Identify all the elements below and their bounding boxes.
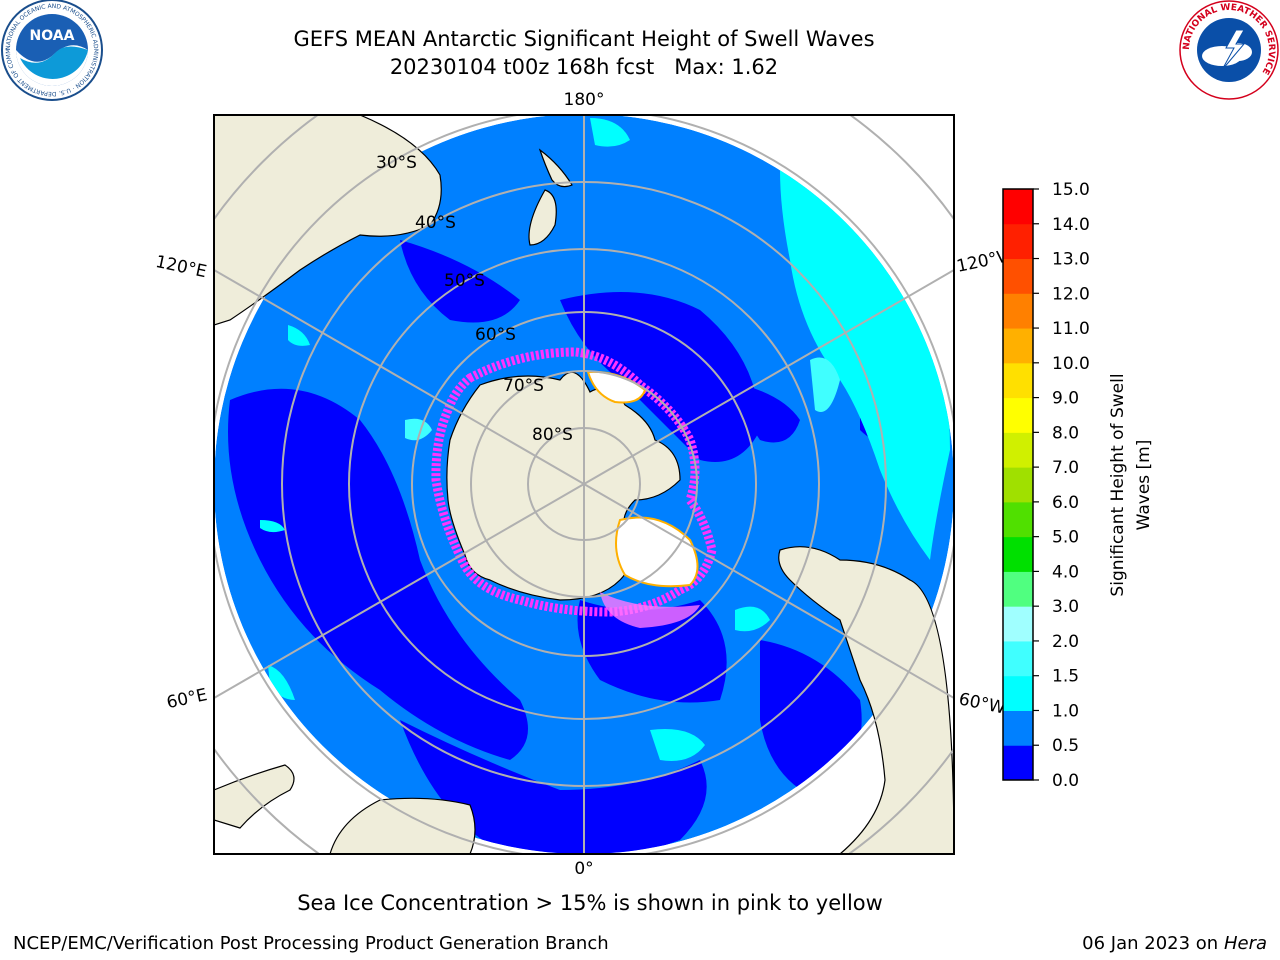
lat-label-30: 30°S (376, 153, 417, 173)
colorbar-tick-label: 15.0 (1052, 180, 1090, 200)
colorbar-label-line1: Significant Height of Swell (1108, 373, 1128, 596)
colorbar-segment (1003, 258, 1033, 294)
lon-label-left-lower: 60°E (165, 685, 209, 713)
sea-ice-note-text: Sea Ice Concentration > 15% is shown in … (297, 891, 883, 915)
map-area (214, 115, 954, 854)
colorbar-segment (1003, 293, 1033, 329)
lat-label-60: 60°S (475, 325, 516, 345)
chart-title: GEFS MEAN Antarctic Significant Height o… (293, 27, 875, 51)
sea-ice-note: Sea Ice Concentration > 15% is shown in … (0, 891, 1280, 915)
credit-text: NCEP/EMC/Verification Post Processing Pr… (13, 933, 609, 954)
colorbar-tick-label: 3.0 (1052, 597, 1079, 617)
colorbar-tick-label: 12.0 (1052, 284, 1090, 304)
nws-logo: NATIONAL WEATHER SERVICE (1179, 0, 1279, 100)
lat-label-80: 80°S (532, 425, 573, 445)
colorbar-tick-label: 0.0 (1052, 771, 1079, 791)
chart-subtitle: 20230104 t00z 168h fcst Max: 1.62 (389, 55, 779, 79)
colorbar-tick-label: 4.0 (1052, 562, 1079, 582)
lon-label-right-lower: 60°W (957, 689, 1007, 718)
colorbar-tick-label: 7.0 (1052, 458, 1079, 478)
colorbar-label-line2: Waves [m] (1134, 440, 1154, 531)
colorbar-tick-label: 0.5 (1052, 736, 1079, 756)
noaa-logo: NATIONAL OCEANIC AND ATMOSPHERIC ADMINIS… (0, 0, 103, 101)
lon-label-top: 180° (564, 90, 605, 110)
colorbar-tick-label: 11.0 (1052, 319, 1090, 339)
colorbar-tick-label: 9.0 (1052, 389, 1079, 409)
lat-label-40: 40°S (415, 213, 456, 233)
lat-label-70: 70°S (503, 376, 544, 396)
colorbar-border (1002, 188, 1034, 781)
colorbar-tick-label: 10.0 (1052, 354, 1090, 374)
colorbar-tick-label: 8.0 (1052, 423, 1079, 443)
colorbar: 0.0 0.5 1.0 1.5 2.0 3.0 4.0 5.0 6.0 7.0 8.0 9.0 10.0… (1002, 180, 1090, 791)
colorbar-segment (1003, 189, 1033, 225)
noaa-logo-text: NOAA (30, 28, 75, 44)
colorbar-tick-label: 13.0 (1052, 250, 1090, 270)
map-frame (213, 114, 955, 855)
colorbar-segment (1003, 328, 1033, 364)
colorbar-segment (1003, 501, 1033, 538)
colorbar-segment (1003, 362, 1033, 399)
colorbar-segment (1003, 397, 1033, 433)
colorbar-segment (1003, 432, 1033, 468)
lon-label-left-upper: 120°E (154, 252, 209, 282)
lat-label-50: 50°S (444, 271, 485, 291)
colorbar-segment (1003, 640, 1033, 677)
colorbar-segment (1003, 675, 1033, 711)
colorbar-tick-label: 1.0 (1052, 701, 1079, 721)
colorbar-tick-label: 6.0 (1052, 493, 1079, 513)
run-date: 06 Jan 2023 on Hera (1082, 933, 1267, 954)
colorbar-tick-label: 5.0 (1052, 528, 1079, 548)
run-date-text: 06 Jan 2023 on (1082, 933, 1219, 954)
host-name: Hera (1223, 933, 1267, 954)
swell-field (214, 115, 954, 854)
colorbar-segment (1003, 571, 1033, 607)
lon-label-bottom: 0° (574, 859, 593, 879)
colorbar-tick-label: 2.0 (1052, 632, 1079, 652)
colorbar-tick-label: 14.0 (1052, 215, 1090, 235)
colorbar-tick-label: 1.5 (1052, 667, 1079, 687)
colorbar-segment (1003, 745, 1033, 781)
graticule (214, 115, 954, 854)
colorbar-segment (1003, 710, 1033, 746)
colorbar-segment (1003, 223, 1033, 260)
colorbar-segment (1003, 606, 1033, 642)
colorbar-segment (1003, 536, 1033, 572)
colorbar-segment (1003, 467, 1033, 503)
